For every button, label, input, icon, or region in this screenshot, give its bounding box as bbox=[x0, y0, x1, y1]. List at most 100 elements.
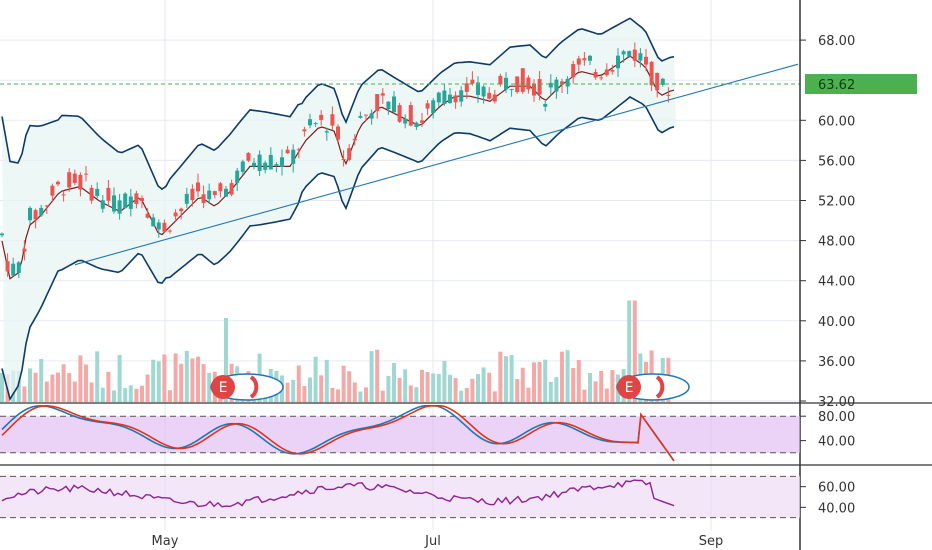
candle-body bbox=[599, 77, 604, 79]
candle-body bbox=[173, 212, 178, 217]
candle-body bbox=[151, 217, 156, 227]
volume-bar bbox=[403, 369, 408, 402]
candle-body bbox=[644, 56, 648, 65]
y-tick-label: 60.00 bbox=[818, 114, 855, 129]
earnings-marker-badge bbox=[211, 375, 235, 399]
volume-bar bbox=[532, 362, 536, 402]
candle-body bbox=[229, 183, 234, 195]
candle-body bbox=[403, 118, 408, 124]
candle-body bbox=[604, 69, 609, 76]
volume-bar bbox=[168, 390, 172, 402]
candle-body bbox=[246, 152, 251, 161]
stochastic-tick-label: 80.00 bbox=[818, 410, 855, 425]
volume-bars bbox=[0, 300, 671, 402]
candle-body bbox=[341, 159, 346, 161]
stochastic-tick-label: 40.00 bbox=[818, 435, 855, 450]
candle-body bbox=[330, 114, 335, 126]
candle-body bbox=[638, 53, 643, 61]
candle-body bbox=[515, 76, 520, 93]
candle-body bbox=[476, 82, 480, 95]
volume-bar bbox=[61, 364, 66, 402]
volume-bar bbox=[554, 377, 559, 402]
candle-body bbox=[666, 94, 671, 96]
volume-bar bbox=[380, 390, 385, 402]
volume-bar bbox=[347, 371, 352, 402]
candle-body bbox=[296, 149, 301, 151]
volume-bar bbox=[134, 388, 139, 402]
volume-bar bbox=[392, 362, 396, 402]
candle-body bbox=[0, 233, 4, 236]
candle-body bbox=[448, 94, 452, 104]
volume-bar bbox=[448, 374, 452, 402]
candle-body bbox=[28, 207, 32, 221]
volume-bar bbox=[627, 300, 632, 402]
earnings-marker-arc bbox=[655, 375, 665, 399]
candle-body bbox=[453, 95, 458, 103]
volume-bar bbox=[487, 372, 492, 402]
y-tick-label: 56.00 bbox=[818, 154, 855, 169]
candle-body bbox=[425, 103, 430, 109]
candle-body bbox=[263, 162, 268, 170]
candle-body bbox=[459, 90, 464, 102]
candle-body bbox=[285, 149, 290, 154]
volume-bar bbox=[123, 388, 128, 402]
candle-body bbox=[554, 79, 559, 92]
candle-body bbox=[89, 187, 94, 201]
candle-body bbox=[56, 181, 60, 185]
candle-body bbox=[352, 138, 357, 141]
candle-body bbox=[364, 114, 368, 116]
candle-body bbox=[235, 170, 240, 183]
volume-bar bbox=[16, 371, 21, 402]
volume-bar bbox=[565, 350, 570, 402]
volume-bar bbox=[481, 367, 486, 402]
volume-bar bbox=[78, 355, 83, 402]
y-tick-label: 68.00 bbox=[818, 34, 855, 49]
volume-bar bbox=[515, 379, 520, 402]
volume-bar bbox=[571, 368, 576, 402]
volume-bar bbox=[44, 381, 49, 402]
candle-body bbox=[11, 263, 16, 276]
y-tick-label: 36.00 bbox=[818, 355, 855, 370]
candle-body bbox=[498, 75, 503, 85]
rsi-tick-label: 40.00 bbox=[818, 501, 855, 516]
candle-body bbox=[168, 230, 172, 232]
x-tick-label: Jul bbox=[424, 534, 441, 549]
rsi-line bbox=[1, 479, 675, 508]
candle-body bbox=[655, 72, 660, 91]
volume-bar bbox=[128, 385, 133, 402]
earnings-marker-label: E bbox=[625, 380, 634, 396]
volume-bar bbox=[358, 391, 363, 402]
volume-bar bbox=[543, 359, 548, 402]
volume-bar bbox=[100, 387, 105, 402]
candle-body bbox=[369, 113, 374, 119]
candle-body bbox=[375, 94, 380, 112]
candle-body bbox=[201, 194, 206, 204]
volume-bar bbox=[420, 369, 424, 402]
y-tick-label: 40.00 bbox=[818, 315, 855, 330]
candle-body bbox=[560, 81, 564, 85]
x-tick-label: May bbox=[152, 534, 179, 549]
candle-body bbox=[358, 116, 363, 118]
candle-body bbox=[50, 185, 55, 196]
volume-bar bbox=[39, 359, 44, 402]
candle-body bbox=[627, 51, 632, 57]
candle-body bbox=[532, 84, 536, 96]
bollinger-lower-line bbox=[1, 96, 675, 401]
volume-bar bbox=[190, 358, 195, 402]
volume-bar bbox=[397, 377, 402, 402]
candle-body bbox=[5, 261, 10, 272]
candle-body bbox=[78, 174, 83, 190]
candle-body bbox=[481, 86, 486, 97]
earnings-marker-arc bbox=[249, 375, 259, 399]
candle-body bbox=[179, 208, 184, 212]
volume-bar bbox=[89, 382, 94, 402]
volume-bar bbox=[324, 359, 329, 402]
volume-bar bbox=[308, 377, 312, 402]
candle-body bbox=[257, 154, 262, 171]
volume-bar bbox=[72, 381, 77, 402]
candle-body bbox=[123, 193, 128, 209]
volume-bar bbox=[548, 381, 553, 402]
volume-bar bbox=[140, 385, 144, 402]
volume-bar bbox=[162, 354, 167, 402]
volume-bar bbox=[576, 359, 581, 402]
